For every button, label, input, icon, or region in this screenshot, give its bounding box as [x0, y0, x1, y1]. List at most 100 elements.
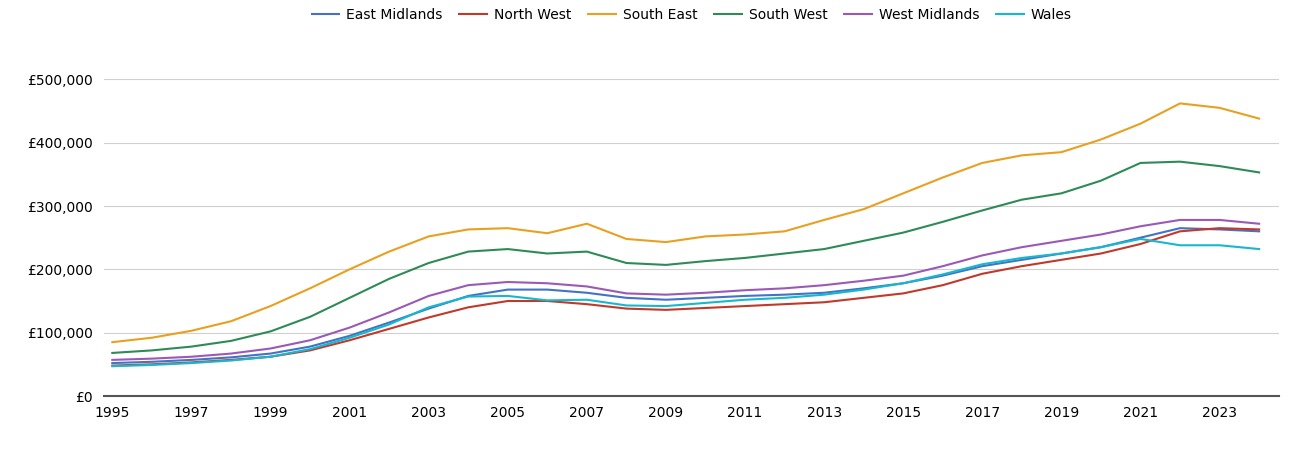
Wales — [303, 346, 318, 352]
North West — [1172, 229, 1188, 234]
North West — [144, 362, 159, 367]
Line: East Midlands: East Midlands — [112, 228, 1259, 363]
South East — [1014, 153, 1030, 158]
Wales — [975, 261, 990, 267]
South West — [698, 258, 714, 264]
North West — [1133, 241, 1148, 247]
South West — [104, 350, 120, 356]
East Midlands — [698, 295, 714, 301]
North West — [934, 283, 950, 288]
North West — [1014, 263, 1030, 269]
Wales — [579, 297, 595, 302]
East Midlands — [223, 355, 239, 360]
South East — [1251, 116, 1267, 122]
South West — [658, 262, 673, 268]
North West — [658, 307, 673, 313]
South East — [658, 239, 673, 245]
West Midlands — [1014, 244, 1030, 250]
South West — [1212, 163, 1228, 169]
North West — [262, 354, 278, 360]
Wales — [500, 293, 515, 299]
North West — [698, 305, 714, 310]
West Midlands — [1251, 221, 1267, 226]
South East — [262, 303, 278, 309]
Line: South West: South West — [112, 162, 1259, 353]
South West — [776, 251, 792, 256]
North West — [1212, 225, 1228, 231]
Wales — [1053, 251, 1069, 256]
Wales — [817, 292, 833, 297]
East Midlands — [184, 357, 200, 363]
South East — [184, 328, 200, 333]
North West — [223, 357, 239, 363]
South East — [303, 286, 318, 291]
East Midlands — [934, 273, 950, 279]
East Midlands — [658, 297, 673, 302]
South West — [342, 295, 358, 301]
South West — [1014, 197, 1030, 202]
South East — [1094, 137, 1109, 142]
East Midlands — [817, 290, 833, 296]
Wales — [539, 297, 555, 303]
West Midlands — [776, 286, 792, 291]
Wales — [461, 294, 476, 299]
South West — [1172, 159, 1188, 164]
East Midlands — [776, 292, 792, 297]
South East — [104, 339, 120, 345]
South West — [381, 276, 397, 282]
Wales — [776, 295, 792, 301]
North West — [539, 298, 555, 304]
Wales — [184, 360, 200, 366]
West Midlands — [856, 278, 872, 284]
South West — [223, 338, 239, 344]
North West — [895, 291, 911, 296]
Wales — [1251, 246, 1267, 252]
Wales — [262, 354, 278, 360]
North West — [184, 360, 200, 365]
South East — [420, 234, 436, 239]
West Midlands — [1212, 217, 1228, 223]
South East — [817, 217, 833, 223]
South East — [737, 232, 753, 237]
Wales — [1212, 243, 1228, 248]
West Midlands — [817, 283, 833, 288]
South West — [144, 348, 159, 353]
South West — [975, 208, 990, 213]
West Midlands — [184, 354, 200, 360]
East Midlands — [1133, 235, 1148, 240]
North West — [619, 306, 634, 311]
North West — [1094, 251, 1109, 256]
Wales — [934, 272, 950, 277]
South West — [856, 238, 872, 243]
North West — [737, 303, 753, 309]
South West — [461, 249, 476, 254]
West Midlands — [500, 279, 515, 285]
West Midlands — [1133, 224, 1148, 229]
East Midlands — [1014, 257, 1030, 262]
North West — [1053, 257, 1069, 262]
South East — [1212, 105, 1228, 111]
South East — [342, 267, 358, 272]
Wales — [737, 297, 753, 302]
North West — [856, 295, 872, 301]
East Midlands — [420, 306, 436, 311]
East Midlands — [737, 293, 753, 299]
East Midlands — [144, 359, 159, 364]
South East — [539, 230, 555, 236]
Wales — [223, 358, 239, 363]
South West — [262, 328, 278, 334]
Wales — [420, 305, 436, 310]
East Midlands — [579, 290, 595, 296]
East Midlands — [1094, 244, 1109, 250]
West Midlands — [737, 288, 753, 293]
West Midlands — [619, 291, 634, 296]
South East — [500, 225, 515, 231]
East Midlands — [303, 344, 318, 349]
South West — [1053, 191, 1069, 196]
South West — [303, 314, 318, 319]
South West — [579, 249, 595, 254]
Line: West Midlands: West Midlands — [112, 220, 1259, 360]
South West — [539, 251, 555, 256]
Legend: East Midlands, North West, South East, South West, West Midlands, Wales: East Midlands, North West, South East, S… — [305, 3, 1078, 28]
Line: South East: South East — [112, 104, 1259, 342]
